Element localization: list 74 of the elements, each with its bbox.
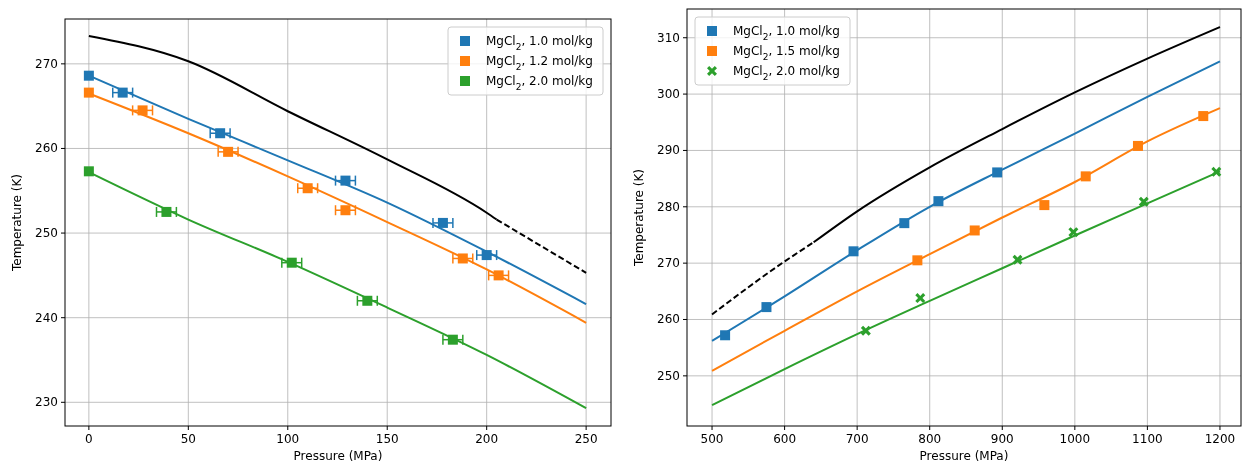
point [1132,140,1143,151]
y-tick-label: 230 [35,395,58,410]
y-tick-label: 260 [35,141,58,156]
point [457,253,468,264]
point [1211,166,1222,177]
point [493,270,504,281]
point [83,87,94,98]
point [83,70,94,81]
point [362,295,373,306]
point [340,205,351,216]
y-tick-label: 250 [35,226,58,241]
point [437,217,448,228]
point [992,167,1003,178]
legend-label: MgCl$_{2}$, 1.2 mol/kg [486,54,593,72]
point [83,166,94,177]
legend-label: MgCl$_{2}$, 2.0 mol/kg [486,74,593,92]
point [915,293,926,304]
point [860,325,871,336]
point [1138,196,1149,207]
legend-label: MgCl$_{2}$, 1.5 mol/kg [733,44,840,62]
y-tick-label: 310 [657,30,680,45]
x-tick-label: 900 [990,432,1014,446]
x-tick-label: 250 [574,432,598,446]
x-tick-label: 700 [845,432,869,446]
point [933,196,944,207]
point [720,330,731,341]
point [137,105,148,116]
x-tick-label: 500 [700,432,724,446]
y-axis-title: Temperature (K) [632,168,646,268]
point [481,250,492,261]
y-tick-label: 280 [657,199,680,214]
point [969,225,980,236]
point [1068,227,1079,238]
y-tick-label: 270 [35,56,58,71]
y-tick-label: 290 [657,143,680,158]
x-axis-title: Pressure (MPa) [919,449,1009,463]
x-tick-label: 1000 [1059,432,1091,446]
y-tick-label: 270 [657,256,680,271]
point [223,146,234,157]
x-tick-label: 0 [85,432,93,446]
point [117,87,128,98]
y-tick-label: 250 [657,368,680,383]
line-series [711,107,1221,372]
point [1198,111,1209,122]
legend-label: MgCl$_{2}$, 1.0 mol/kg [733,24,840,42]
x-tick-label: 150 [375,432,399,446]
x-tick-label: 800 [918,432,942,446]
y-tick-label: 260 [657,312,680,327]
line-series [711,60,1221,342]
y-tick-label: 240 [35,310,58,325]
x-axis-title: Pressure (MPa) [293,449,383,463]
point [161,206,172,217]
point [302,183,313,194]
legend-label: MgCl$_{2}$, 2.0 mol/kg [733,64,840,82]
point [340,175,351,186]
point [447,334,458,345]
x-tick-label: 1200 [1204,432,1236,446]
point [912,255,923,266]
point [1039,200,1050,211]
x-tick-label: 1100 [1132,432,1163,446]
point [286,257,297,268]
x-tick-label: 100 [276,432,300,446]
x-tick-label: 200 [475,432,499,446]
point [848,246,859,257]
y-axis-title: Temperature (K) [10,173,24,273]
point [1012,254,1023,265]
x-tick-label: 50 [180,432,196,446]
legend-label: MgCl$_{2}$, 1.0 mol/kg [486,34,593,52]
point [215,128,226,139]
point [1080,171,1091,182]
point [899,218,910,229]
point [761,302,772,313]
x-tick-label: 600 [773,432,797,446]
y-tick-label: 300 [657,87,680,102]
